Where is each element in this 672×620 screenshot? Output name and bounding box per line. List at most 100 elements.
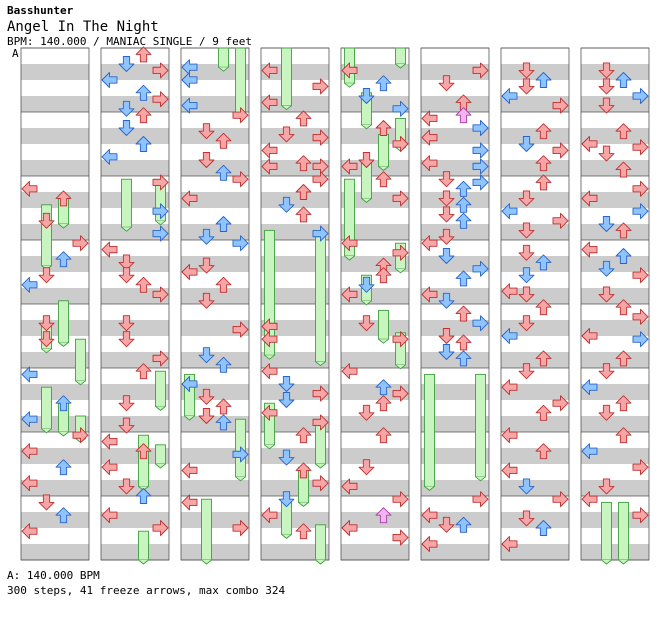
beat-stripe [101,464,169,480]
beat-stripe [21,544,89,560]
beat-stripe [261,64,329,80]
beat-stripe [181,528,249,544]
freeze-arrow-tail [218,66,229,72]
step-statistics: 300 steps, 41 freeze arrows, max combo 3… [7,584,286,597]
step-arrow [358,152,375,168]
step-arrow [581,136,598,152]
step-arrow [632,331,649,348]
step-arrow [455,305,472,322]
step-arrow [72,427,89,444]
beat-stripe [21,512,89,528]
column-border [180,47,250,561]
beat-stripe [101,288,169,304]
step-arrow [518,315,535,332]
beat-stripe [421,512,489,528]
step-arrow [375,120,392,136]
step-arrow [118,56,135,72]
beat-stripe [261,304,329,320]
beat-stripe [421,368,489,384]
beat-stripe [501,448,569,464]
step-arrow [598,260,615,277]
freeze-arrow-tail [378,338,389,344]
step-arrow [341,158,358,175]
step-arrow [598,286,615,303]
step-arrow [518,510,535,527]
beat-stripe [341,288,409,304]
beat-stripe [101,192,169,208]
step-arrow [632,267,649,284]
beat-stripe [261,128,329,144]
step-arrow [341,235,358,252]
freeze-arrow-tail [41,428,52,434]
step-arrow [375,171,392,188]
step-arrow [312,385,329,402]
beat-stripe [21,64,89,80]
step-arrow [632,507,649,524]
step-arrow [598,404,615,421]
beat-stripe [181,368,249,384]
step-arrow [375,75,392,92]
step-arrow [472,315,489,332]
step-arrow [341,363,358,380]
freeze-arrow-tail [184,415,195,421]
beat-stripe [581,160,649,176]
step-arrow [261,507,278,524]
beat-stripe [421,528,489,544]
step-arrow [518,62,535,79]
step-arrow [358,404,375,421]
freeze-arrow-tail [315,559,326,565]
step-arrow [421,110,438,127]
column-border [100,47,170,561]
freeze-arrow [315,425,326,465]
beat-stripe [581,512,649,528]
chart-column [420,47,490,561]
step-arrow [215,414,232,431]
beat-stripe [341,224,409,240]
beat-stripe [341,448,409,464]
beat-stripe [421,224,489,240]
beat-stripe [341,384,409,400]
step-arrow [581,491,598,508]
beat-stripe [181,448,249,464]
step-arrow [615,427,632,444]
step-arrow [21,411,38,428]
step-arrow [518,478,535,495]
beat-stripe [501,480,569,496]
beat-stripe [101,528,169,544]
beat-stripe [501,336,569,352]
beat-stripe [421,416,489,432]
beat-stripe [21,304,89,320]
beat-stripe [21,224,89,240]
step-arrow [278,392,295,408]
beat-stripe [181,176,249,192]
beat-stripe [181,208,249,224]
freeze-arrow-tail [361,124,372,130]
beat-stripe [421,112,489,128]
step-arrow [21,475,38,492]
freeze-arrow-tail [264,444,275,450]
step-arrow [375,379,392,396]
step-arrow [198,123,215,140]
step-arrow [375,395,392,412]
step-arrow [392,190,409,207]
beat-stripe [261,352,329,368]
bpm-summary: A: 140.000 BPM [7,569,100,582]
beat-stripe [421,192,489,208]
chart-column [20,47,90,561]
step-arrow [215,164,232,181]
step-arrow [181,72,198,88]
freeze-arrow-tail [201,559,212,565]
beat-stripe [501,176,569,192]
freeze-arrow-tail [344,255,355,261]
beat-stripe [341,128,409,144]
freeze-arrow [378,309,389,340]
step-arrow [518,78,535,95]
beat-stripe [341,336,409,352]
step-arrow [615,299,632,316]
beat-stripe [501,384,569,400]
step-arrow [472,62,489,79]
step-arrow [438,206,455,223]
beat-stripe [21,272,89,288]
beat-stripe [581,272,649,288]
beat-stripe [341,352,409,368]
